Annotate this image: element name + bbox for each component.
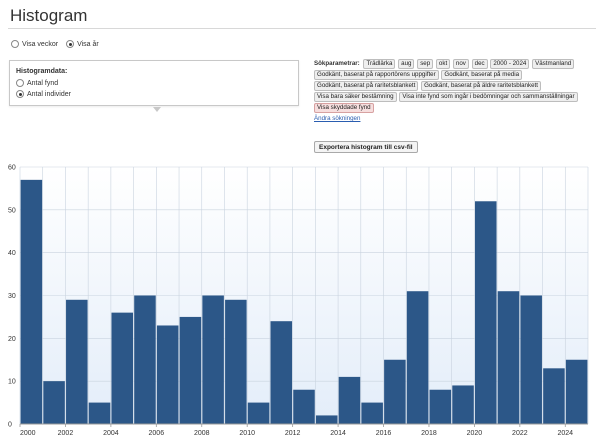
chip-month-nov: nov: [452, 59, 469, 69]
bar-2013: [315, 415, 338, 424]
x-tick-label: 2000: [20, 430, 36, 437]
period-toggle: Visa veckor Visa år: [11, 40, 107, 48]
x-tick-label: 2014: [330, 430, 346, 437]
chip-protected-records: Visa skyddade fynd: [314, 103, 374, 113]
page-title: Histogram: [10, 6, 88, 25]
x-tick-label: 2016: [376, 430, 392, 437]
histogram-data-panel: Histogramdata: Antal fynd Antal individe…: [9, 60, 299, 106]
bar-2006: [156, 325, 179, 424]
y-axis-ticks: 0 10 20 30 40 50 60: [8, 165, 16, 429]
change-search-link[interactable]: Ändra sökningen: [314, 115, 361, 122]
y-tick-label: 60: [8, 165, 16, 172]
y-tick-label: 30: [8, 293, 16, 300]
x-tick-label: 2004: [103, 430, 119, 437]
bar-2012: [293, 389, 315, 424]
histogram-data-title: Histogramdata:: [16, 68, 68, 75]
bar-2009: [225, 299, 247, 424]
bar-2011: [270, 321, 293, 424]
chip-month-dec: dec: [471, 59, 488, 69]
search-parameters-label: Sökparametrar:: [314, 60, 360, 67]
bar-2010: [247, 402, 270, 424]
radio-visa-ar-label[interactable]: Visa år: [77, 40, 99, 48]
chip-exclude-assessments: Visa inte fynd som ingår i bedömningar o…: [399, 92, 578, 102]
chip-species: Trädlärka: [363, 59, 396, 69]
radio-antal-fynd[interactable]: [16, 79, 24, 87]
y-tick-label: 50: [8, 207, 16, 214]
bar-2020: [475, 201, 497, 424]
x-tick-label: 2024: [557, 430, 573, 437]
x-tick-label: 2012: [285, 430, 301, 437]
bar-2005: [134, 295, 156, 424]
chip-approved-media: Godkänt, baserat på media: [441, 70, 523, 80]
bar-2004: [111, 312, 133, 424]
radio-visa-veckor[interactable]: [11, 40, 19, 48]
panel-caret-icon: [153, 107, 161, 112]
bar-2016: [384, 359, 406, 424]
option-antal-fynd[interactable]: Antal fynd: [16, 79, 292, 87]
grid-lines: [19, 166, 589, 424]
chip-approved-reporter: Godkänt, baserat på rapportörens uppgift…: [314, 70, 439, 80]
radio-visa-veckor-label[interactable]: Visa veckor: [22, 40, 59, 48]
y-tick-label: 40: [8, 250, 16, 257]
title-divider: [8, 28, 596, 29]
x-tick-label: 2008: [194, 430, 210, 437]
bar-2017: [406, 291, 429, 424]
y-tick-label: 10: [8, 379, 16, 386]
x-tick-label: 2002: [58, 430, 74, 437]
radio-visa-ar[interactable]: [66, 40, 75, 48]
option-antal-fynd-label[interactable]: Antal fynd: [27, 79, 59, 87]
bar-2014: [338, 376, 361, 424]
bars: [20, 179, 588, 424]
x-tick-label: 2022: [512, 430, 528, 437]
bar-2024: [565, 359, 588, 424]
x-tick-label: 2010: [239, 430, 255, 437]
bar-2000: [20, 179, 43, 424]
chip-certain-determination: Visa bara säker bestämning: [314, 92, 397, 102]
x-tick-label: 2018: [421, 430, 437, 437]
option-antal-individer[interactable]: Antal individer: [16, 90, 292, 98]
bar-2019: [452, 385, 474, 424]
export-csv-button[interactable]: Exportera histogram till csv-fil: [314, 141, 418, 153]
chip-year-range: 2000 - 2024: [490, 59, 530, 69]
y-tick-label: 20: [8, 336, 16, 343]
chip-month-aug: aug: [398, 59, 415, 69]
search-parameters: Sökparametrar: Trädlärka aug sep okt nov…: [314, 59, 599, 124]
bar-2022: [520, 295, 542, 424]
y-tick-label: 0: [8, 422, 12, 429]
x-axis-ticks: 2000 2002 2004 2006 2008 2010 2012 2014 2016 2018…: [19, 424, 573, 437]
bar-2021: [497, 291, 520, 424]
chip-approved-old-rarity-form: Godkänt, baserat på äldre raritetsblanke…: [421, 81, 541, 91]
bar-2001: [43, 381, 65, 424]
bar-2002: [66, 299, 88, 424]
x-tick-label: 2020: [467, 430, 483, 437]
bar-2007: [179, 316, 202, 424]
x-tick-label: 2006: [149, 430, 165, 437]
bar-2003: [88, 402, 111, 424]
chip-approved-rarity-form: Godkänt, baserat på raritetsblankett: [314, 81, 419, 91]
option-antal-individer-label[interactable]: Antal individer: [27, 90, 71, 98]
bar-2008: [202, 295, 224, 424]
bar-2018: [429, 389, 452, 424]
bar-2015: [361, 402, 383, 424]
radio-antal-individer[interactable]: [16, 90, 24, 98]
chip-month-okt: okt: [435, 59, 451, 69]
chip-region: Västmanland: [532, 59, 575, 69]
chip-month-sep: sep: [417, 59, 434, 69]
bar-2023: [543, 368, 565, 424]
